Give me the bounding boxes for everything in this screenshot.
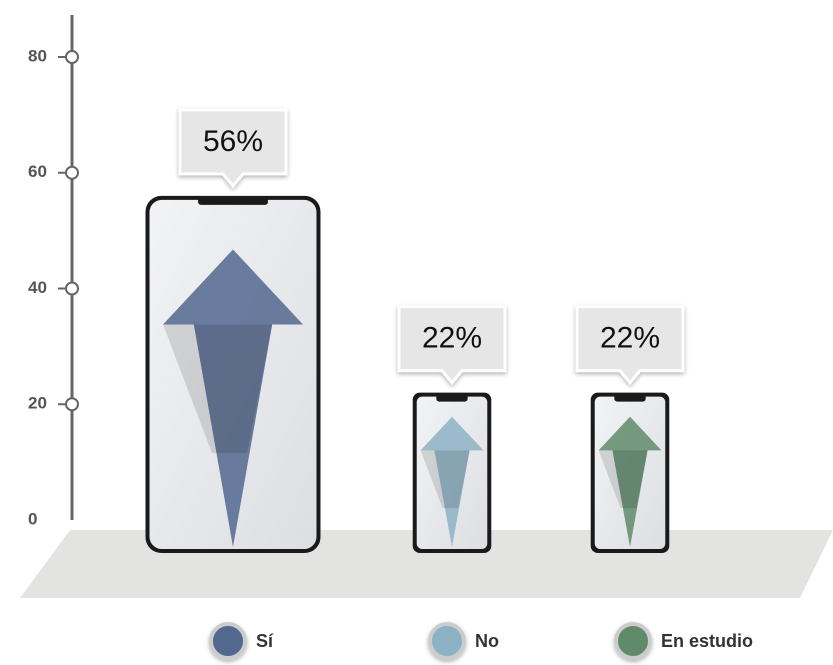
tick-marker xyxy=(65,281,79,296)
arrow-shade xyxy=(598,450,662,509)
y-tick-label: 80 xyxy=(28,46,47,65)
callout xyxy=(575,305,685,386)
legend-label: No xyxy=(475,631,499,651)
arrow-shade xyxy=(420,450,484,509)
y-tick-label: 40 xyxy=(28,278,47,297)
y-tick-label: 60 xyxy=(28,162,47,181)
phone-notch xyxy=(198,197,268,205)
legend-marker xyxy=(428,622,466,660)
y-tick-label: 0 xyxy=(28,509,37,528)
legend-label: Sí xyxy=(256,631,274,651)
value-label: 56% xyxy=(203,125,263,158)
legend-marker xyxy=(209,622,247,660)
phone-notch xyxy=(436,394,468,402)
arrow xyxy=(420,416,484,547)
value-label: 22% xyxy=(600,322,660,355)
legend-label: En estudio xyxy=(661,631,753,651)
arrow-shade xyxy=(163,324,303,454)
legend-marker xyxy=(614,622,652,660)
arrow xyxy=(163,249,303,547)
arrow xyxy=(598,416,662,547)
callout xyxy=(178,108,288,189)
value-label: 22% xyxy=(422,322,482,355)
phone-notch xyxy=(614,394,646,402)
tick-marker xyxy=(65,165,79,180)
callout xyxy=(397,305,507,386)
tick-marker xyxy=(65,50,79,64)
y-tick-label: 20 xyxy=(28,394,47,413)
tick-marker xyxy=(65,397,79,412)
